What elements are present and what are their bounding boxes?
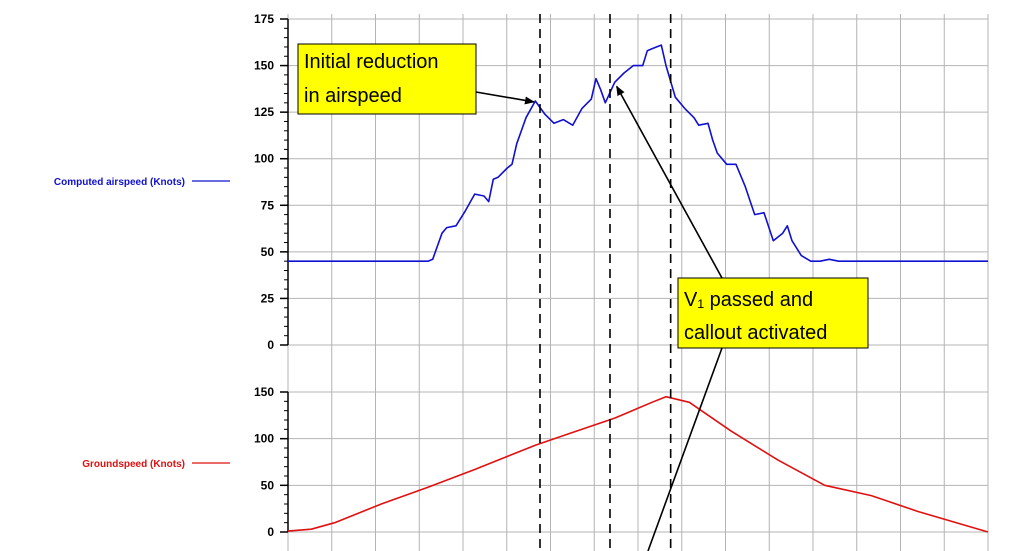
airspeed-series-label: Computed airspeed (Knots) (54, 177, 185, 188)
callout-box (297, 43, 477, 115)
y-tick-label: 50 (261, 478, 275, 492)
y-tick-label: 25 (261, 291, 275, 305)
callout-box (677, 277, 869, 349)
y-tick-label: 175 (254, 12, 274, 26)
callout-leader-line (647, 347, 723, 551)
y-tick-label: 125 (254, 105, 274, 119)
series (287, 44, 989, 533)
groundspeed-series-line (287, 395, 989, 533)
vertical-markers (539, 14, 672, 551)
groundspeed-series-label: Groundspeed (Knots) (82, 459, 185, 470)
axes: 0 25 50 75 100 125 150 175 0 50 100 150 (254, 12, 289, 539)
y-tick-label: 0 (267, 338, 274, 352)
callout-arrow (475, 91, 535, 105)
y-tick-label: 100 (254, 152, 274, 166)
callout-line-2: callout activated (684, 322, 827, 344)
callout-arrow (615, 85, 723, 279)
callout-v1-passed: V₁ passed and callout activated (677, 277, 869, 349)
annotations (475, 85, 723, 551)
y-tick-label: 0 (267, 525, 274, 539)
y-tick-label: 50 (261, 245, 275, 259)
callout-line-2: in airspeed (304, 85, 402, 107)
y-tick-label: 150 (254, 59, 274, 73)
airspeed-series-line (288, 44, 988, 263)
callout-line-1: Initial reduction (304, 51, 439, 73)
callout-initial-reduction: Initial reduction in airspeed (297, 43, 477, 115)
y-tick-label: 150 (254, 385, 274, 399)
callout-line-1: V₁ passed and (684, 289, 813, 311)
y-tick-label: 75 (261, 198, 275, 212)
y-tick-label: 100 (254, 432, 274, 446)
